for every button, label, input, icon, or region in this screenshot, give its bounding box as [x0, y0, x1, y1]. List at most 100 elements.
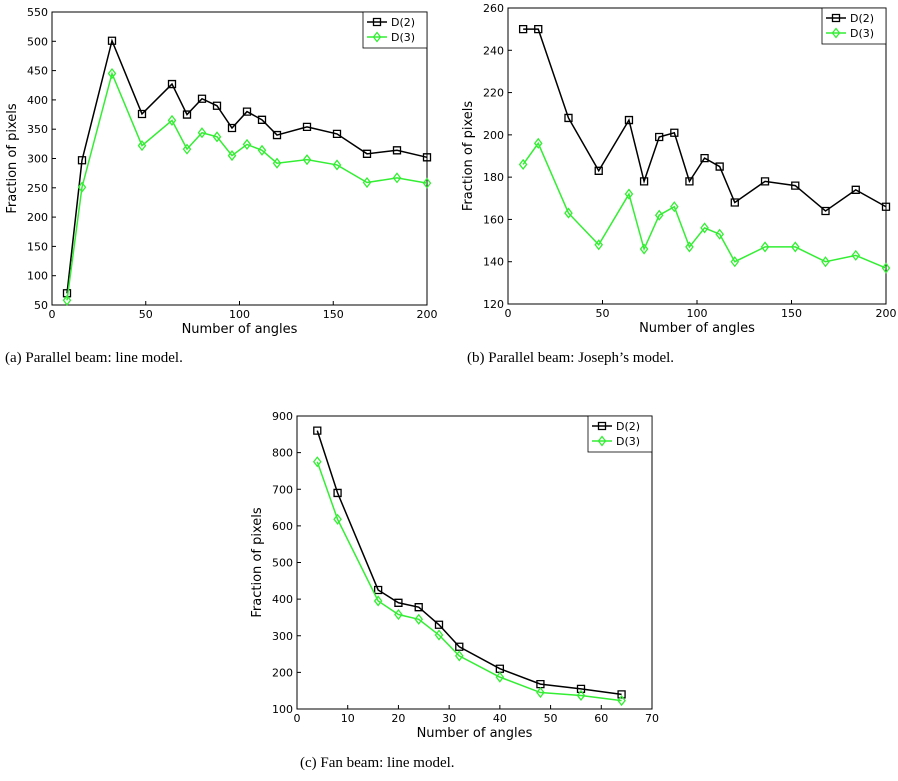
- caption: (b) Parallel beam: Joseph’s model.: [467, 350, 675, 366]
- marker: [831, 13, 841, 23]
- y-tick-label: 500: [27, 35, 48, 48]
- x-axis-label: Number of angles: [182, 322, 298, 337]
- marker: [536, 686, 545, 699]
- marker: [302, 154, 312, 166]
- marker: [790, 241, 800, 253]
- y-tick-label: 140: [483, 256, 504, 269]
- y-tick-label: 600: [272, 520, 293, 533]
- marker: [372, 31, 382, 43]
- y-tick-label: 220: [483, 87, 504, 100]
- marker: [313, 426, 322, 435]
- marker: [434, 620, 444, 629]
- marker: [624, 115, 634, 125]
- marker: [242, 107, 252, 116]
- marker: [639, 243, 649, 255]
- x-tick-label: 150: [323, 308, 344, 321]
- x-tick-label: 0: [294, 712, 301, 725]
- x-tick-label: 30: [442, 712, 456, 725]
- marker: [197, 127, 207, 139]
- x-tick-label: 200: [876, 307, 897, 320]
- y-tick-label: 240: [483, 44, 504, 57]
- x-tick-label: 100: [687, 307, 708, 320]
- y-tick-label: 300: [272, 630, 293, 643]
- marker: [312, 456, 322, 468]
- y-tick-label: 200: [483, 129, 504, 142]
- marker: [167, 114, 177, 126]
- plot-area: [507, 7, 887, 305]
- x-tick-label: 200: [417, 308, 438, 321]
- marker: [576, 684, 586, 694]
- legend-label: D(3): [391, 31, 415, 44]
- marker: [594, 239, 604, 251]
- marker: [536, 679, 545, 689]
- x-tick-label: 0: [49, 308, 56, 321]
- marker: [137, 109, 147, 119]
- marker: [137, 140, 147, 152]
- marker: [564, 207, 573, 219]
- marker: [333, 488, 342, 498]
- x-axis-label: Number of angles: [417, 726, 533, 741]
- marker: [272, 157, 282, 169]
- y-tick-label: 200: [27, 211, 48, 224]
- marker: [881, 262, 891, 274]
- legend-label: D(2): [616, 420, 640, 433]
- y-tick-label: 300: [27, 153, 48, 166]
- y-tick-label: 450: [27, 65, 48, 78]
- y-tick-label: 800: [272, 447, 293, 460]
- marker: [394, 598, 403, 607]
- y-tick-label: 700: [272, 483, 293, 496]
- marker: [167, 79, 177, 89]
- marker: [422, 153, 432, 162]
- marker: [394, 608, 403, 621]
- marker: [730, 198, 739, 207]
- y-tick-label: 120: [483, 298, 504, 311]
- marker: [182, 110, 192, 119]
- marker: [715, 228, 725, 240]
- marker: [533, 137, 543, 149]
- marker: [302, 122, 312, 132]
- caption: (a) Parallel beam: line model.: [5, 350, 183, 366]
- y-tick-label: 100: [272, 703, 293, 716]
- marker: [414, 613, 424, 625]
- marker: [791, 181, 800, 190]
- marker: [332, 159, 342, 171]
- marker: [455, 642, 464, 651]
- y-tick-label: 260: [483, 2, 504, 15]
- marker: [597, 435, 607, 447]
- marker: [597, 421, 607, 431]
- marker: [212, 131, 222, 143]
- marker: [182, 143, 192, 155]
- y-tick-label: 50: [34, 299, 48, 312]
- plot-area: [296, 415, 653, 710]
- marker: [392, 146, 402, 155]
- y-tick-label: 180: [483, 171, 504, 184]
- y-tick-label: 400: [27, 94, 48, 107]
- marker: [760, 177, 770, 186]
- y-tick-label: 160: [483, 213, 504, 226]
- y-tick-label: 500: [272, 557, 293, 570]
- marker: [821, 206, 830, 216]
- marker: [594, 166, 603, 175]
- x-tick-label: 50: [139, 308, 153, 321]
- marker: [730, 256, 740, 268]
- series-line: [523, 28, 887, 212]
- chart: 0 10 20 30 40 50 60 70 100 200 300 400 500 600 700 800 9…: [250, 410, 659, 741]
- y-tick-label: 200: [272, 666, 293, 679]
- series-line: [66, 38, 428, 294]
- marker: [454, 650, 464, 662]
- marker: [700, 153, 709, 163]
- marker: [392, 172, 402, 184]
- marker: [624, 188, 634, 200]
- x-tick-label: 20: [391, 712, 405, 725]
- marker: [333, 513, 342, 525]
- y-axis-label: Fraction of pixels: [461, 101, 476, 211]
- y-tick-label: 100: [27, 270, 48, 283]
- y-tick-label: 550: [27, 6, 48, 19]
- x-tick-label: 150: [781, 307, 802, 320]
- x-tick-label: 10: [341, 712, 355, 725]
- marker: [197, 94, 207, 103]
- marker: [257, 144, 267, 156]
- legend-label: D(2): [391, 16, 415, 29]
- marker: [576, 689, 586, 702]
